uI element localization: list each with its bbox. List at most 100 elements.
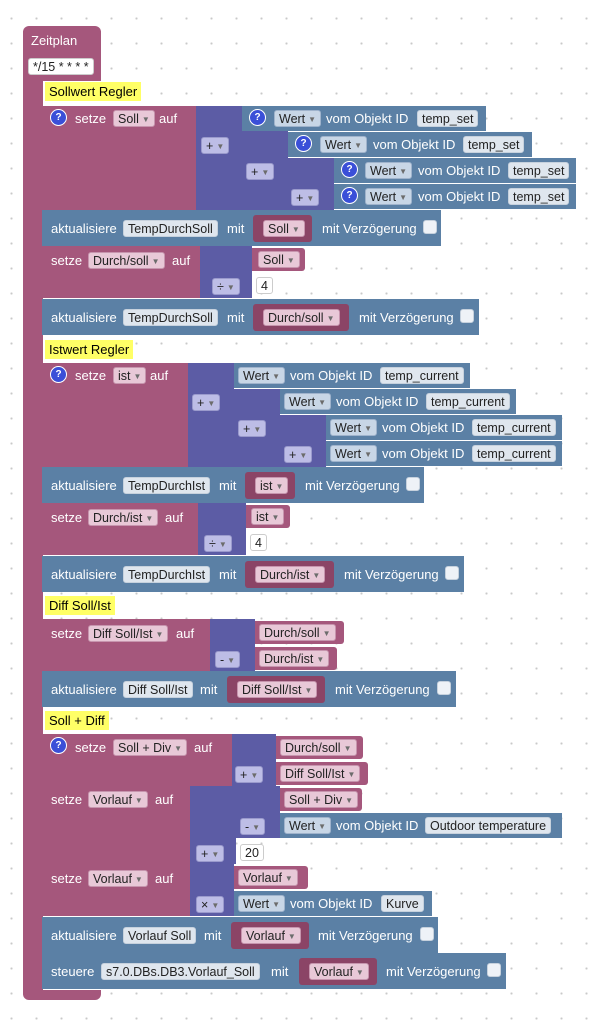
dropdown-arrow-icon: ▼ bbox=[133, 372, 142, 381]
object-id-field[interactable]: temp_current bbox=[472, 445, 556, 462]
object-id-field[interactable]: temp_set bbox=[417, 110, 479, 127]
object-id-field[interactable]: temp_current bbox=[426, 393, 510, 410]
var-ist-dropdown[interactable]: ist ▼ bbox=[255, 477, 289, 494]
var-vorlauf-dropdown[interactable]: Vorlauf ▼ bbox=[88, 791, 148, 808]
update-state-block[interactable] bbox=[42, 467, 424, 503]
op-plus-dropdown[interactable]: + ▼ bbox=[246, 163, 275, 180]
var-durch-ist-dropdown[interactable]: Durch/ist ▼ bbox=[259, 650, 330, 667]
object-id-field[interactable]: temp_current bbox=[380, 367, 464, 384]
op-plus-dropdown[interactable]: + ▼ bbox=[201, 137, 230, 154]
var-durch-soll-dropdown[interactable]: Durch/soll ▼ bbox=[263, 309, 340, 326]
help-icon[interactable]: ? bbox=[341, 187, 358, 204]
wert-dropdown[interactable]: Wert ▼ bbox=[284, 817, 332, 834]
var-vorlauf-dropdown[interactable]: Vorlauf ▼ bbox=[241, 927, 301, 944]
wert-dropdown[interactable]: Wert ▼ bbox=[238, 367, 286, 384]
var-durch-ist-dropdown[interactable]: Durch/ist ▼ bbox=[88, 509, 159, 526]
number-field[interactable]: 4 bbox=[256, 277, 273, 294]
wert-dropdown[interactable]: Wert ▼ bbox=[330, 445, 378, 462]
object-id-field[interactable]: Outdoor temperature bbox=[425, 817, 552, 834]
help-icon[interactable]: ? bbox=[249, 109, 266, 126]
wert-dropdown[interactable]: Wert ▼ bbox=[284, 393, 332, 410]
op-plus-dropdown[interactable]: + ▼ bbox=[238, 420, 267, 437]
number-field[interactable]: 20 bbox=[240, 844, 264, 861]
var-vorlauf-dropdown[interactable]: Vorlauf ▼ bbox=[88, 870, 148, 887]
comment-istwert[interactable]: Istwert Regler bbox=[45, 340, 134, 359]
var-durch-soll-dropdown[interactable]: Durch/soll ▼ bbox=[280, 739, 357, 756]
update-state-block[interactable] bbox=[42, 210, 441, 246]
number-field[interactable]: 4 bbox=[250, 534, 267, 551]
op-mul-dropdown[interactable]: × ▼ bbox=[196, 896, 225, 913]
var-soll-dropdown[interactable]: Soll ▼ bbox=[113, 110, 155, 127]
math-add-block[interactable] bbox=[196, 106, 242, 210]
delay-checkbox[interactable] bbox=[460, 309, 474, 323]
var-ist-dropdown[interactable]: ist ▼ bbox=[251, 508, 285, 525]
state-id-field[interactable]: Diff Soll/Ist bbox=[123, 681, 193, 698]
delay-checkbox[interactable] bbox=[420, 927, 434, 941]
wert-dropdown[interactable]: Wert ▼ bbox=[330, 419, 378, 436]
op-plus-dropdown[interactable]: + ▼ bbox=[284, 446, 313, 463]
state-id-field[interactable]: Vorlauf Soll bbox=[123, 927, 197, 944]
steuere-label: steuere bbox=[51, 964, 95, 979]
wert-dropdown[interactable]: Wert ▼ bbox=[365, 162, 413, 179]
var-soll-dropdown[interactable]: Soll ▼ bbox=[258, 251, 300, 268]
var-soll-div-dropdown[interactable]: Soll + Div ▼ bbox=[113, 739, 188, 756]
delay-checkbox[interactable] bbox=[423, 220, 437, 234]
object-id-field[interactable]: temp_set bbox=[463, 136, 525, 153]
help-icon[interactable]: ? bbox=[341, 161, 358, 178]
op-minus-dropdown[interactable]: - ▼ bbox=[215, 651, 241, 668]
var-durch-ist-dropdown[interactable]: Durch/ist ▼ bbox=[255, 566, 326, 583]
object-id-field[interactable]: Kurve bbox=[381, 895, 424, 912]
mit-label: mit bbox=[219, 478, 237, 493]
state-id-field[interactable]: TempDurchSoll bbox=[123, 309, 218, 326]
wert-dropdown[interactable]: Wert ▼ bbox=[274, 110, 322, 127]
dropdown-arrow-icon: ▼ bbox=[272, 900, 281, 909]
var-diff-dropdown[interactable]: Diff Soll/Ist ▼ bbox=[237, 681, 318, 698]
comment-soll-diff[interactable]: Soll + Diff bbox=[45, 711, 109, 730]
delay-checkbox[interactable] bbox=[437, 681, 451, 695]
comment-diff[interactable]: Diff Soll/Ist bbox=[45, 596, 115, 615]
help-icon[interactable]: ? bbox=[50, 737, 67, 754]
var-soll-dropdown[interactable]: Soll ▼ bbox=[263, 220, 305, 237]
state-id-field[interactable]: TempDurchIst bbox=[123, 477, 211, 494]
var-diff-dropdown[interactable]: Diff Soll/Ist ▼ bbox=[88, 625, 169, 642]
cron-field[interactable]: */15 * * * * bbox=[28, 58, 94, 75]
wert-dropdown[interactable]: Wert ▼ bbox=[238, 895, 286, 912]
dropdown-arrow-icon: ▼ bbox=[227, 656, 236, 665]
object-id-field[interactable]: temp_current bbox=[472, 419, 556, 436]
state-id-field[interactable]: TempDurchIst bbox=[123, 566, 211, 583]
var-label: ist bbox=[260, 479, 273, 493]
op-plus-dropdown[interactable]: + ▼ bbox=[235, 766, 264, 783]
math-add-block[interactable] bbox=[188, 363, 234, 467]
state-id-field[interactable]: s7.0.DBs.DB3.Vorlauf_Soll bbox=[101, 963, 260, 980]
var-diff-dropdown[interactable]: Diff Soll/Ist ▼ bbox=[280, 765, 361, 782]
mit-label: mit bbox=[227, 221, 245, 236]
var-durch-soll-dropdown[interactable]: Durch/soll ▼ bbox=[88, 252, 165, 269]
op-plus-dropdown[interactable]: + ▼ bbox=[192, 394, 221, 411]
object-id-field[interactable]: temp_set bbox=[508, 188, 570, 205]
state-id-field[interactable]: TempDurchSoll bbox=[123, 220, 218, 237]
var-vorlauf-dropdown[interactable]: Vorlauf ▼ bbox=[309, 963, 369, 980]
var-soll-div-dropdown[interactable]: Soll + Div ▼ bbox=[284, 791, 359, 808]
delay-checkbox[interactable] bbox=[406, 477, 420, 491]
op-plus-dropdown[interactable]: + ▼ bbox=[196, 845, 225, 862]
op-minus-dropdown[interactable]: - ▼ bbox=[240, 818, 266, 835]
op-div-dropdown[interactable]: ÷ ▼ bbox=[204, 535, 232, 552]
mit-label: mit bbox=[271, 964, 289, 979]
var-durch-soll-dropdown[interactable]: Durch/soll ▼ bbox=[259, 624, 336, 641]
var-ist-dropdown[interactable]: ist ▼ bbox=[113, 367, 147, 384]
wert-dropdown[interactable]: Wert ▼ bbox=[320, 136, 368, 153]
op-plus-dropdown[interactable]: + ▼ bbox=[291, 189, 320, 206]
help-icon[interactable]: ? bbox=[50, 109, 67, 126]
help-icon[interactable]: ? bbox=[50, 366, 67, 383]
object-id-field[interactable]: temp_set bbox=[508, 162, 570, 179]
wert-dropdown[interactable]: Wert ▼ bbox=[365, 188, 413, 205]
op-div-dropdown[interactable]: ÷ ▼ bbox=[212, 278, 240, 295]
setze-label: setze bbox=[51, 626, 83, 641]
comment-sollwert[interactable]: Sollwert Regler bbox=[45, 82, 142, 101]
delay-checkbox[interactable] bbox=[445, 566, 459, 580]
delay-checkbox[interactable] bbox=[487, 963, 501, 977]
var-vorlauf-dropdown[interactable]: Vorlauf ▼ bbox=[238, 869, 298, 886]
help-icon[interactable]: ? bbox=[295, 135, 312, 152]
dropdown-arrow-icon: ▼ bbox=[226, 283, 235, 292]
var-label: ist bbox=[118, 369, 131, 383]
